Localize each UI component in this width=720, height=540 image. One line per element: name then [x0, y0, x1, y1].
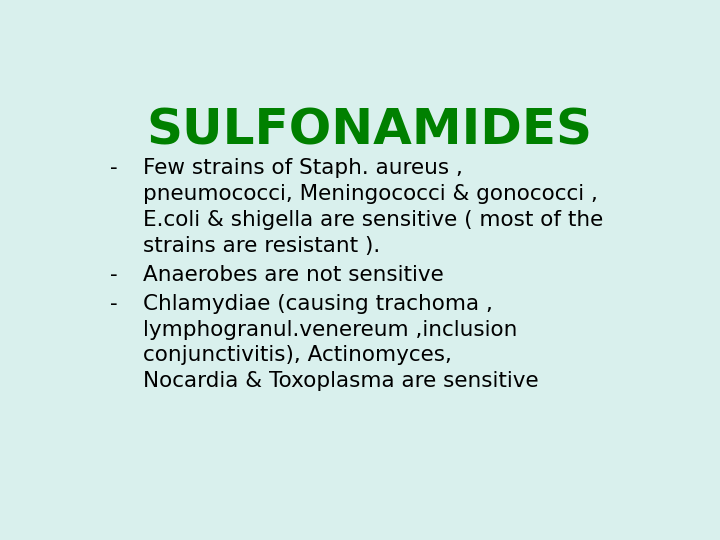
Text: conjunctivitis), Actinomyces,: conjunctivitis), Actinomyces,	[143, 346, 452, 366]
Text: SULFONAMIDES: SULFONAMIDES	[146, 106, 592, 154]
Text: -: -	[109, 294, 117, 314]
Text: -: -	[109, 265, 117, 285]
Text: lymphogranul.venereum ,inclusion: lymphogranul.venereum ,inclusion	[143, 320, 518, 340]
Text: Anaerobes are not sensitive: Anaerobes are not sensitive	[143, 265, 444, 285]
Text: pneumococci, Meningococci & gonococci ,: pneumococci, Meningococci & gonococci ,	[143, 184, 598, 204]
Text: -: -	[109, 158, 117, 178]
Text: E.coli & shigella are sensitive ( most of the: E.coli & shigella are sensitive ( most o…	[143, 210, 603, 230]
Text: strains are resistant ).: strains are resistant ).	[143, 235, 380, 256]
Text: Chlamydiae (causing trachoma ,: Chlamydiae (causing trachoma ,	[143, 294, 493, 314]
Text: Nocardia & Toxoplasma are sensitive: Nocardia & Toxoplasma are sensitive	[143, 371, 539, 392]
Text: Few strains of Staph. aureus ,: Few strains of Staph. aureus ,	[143, 158, 463, 178]
